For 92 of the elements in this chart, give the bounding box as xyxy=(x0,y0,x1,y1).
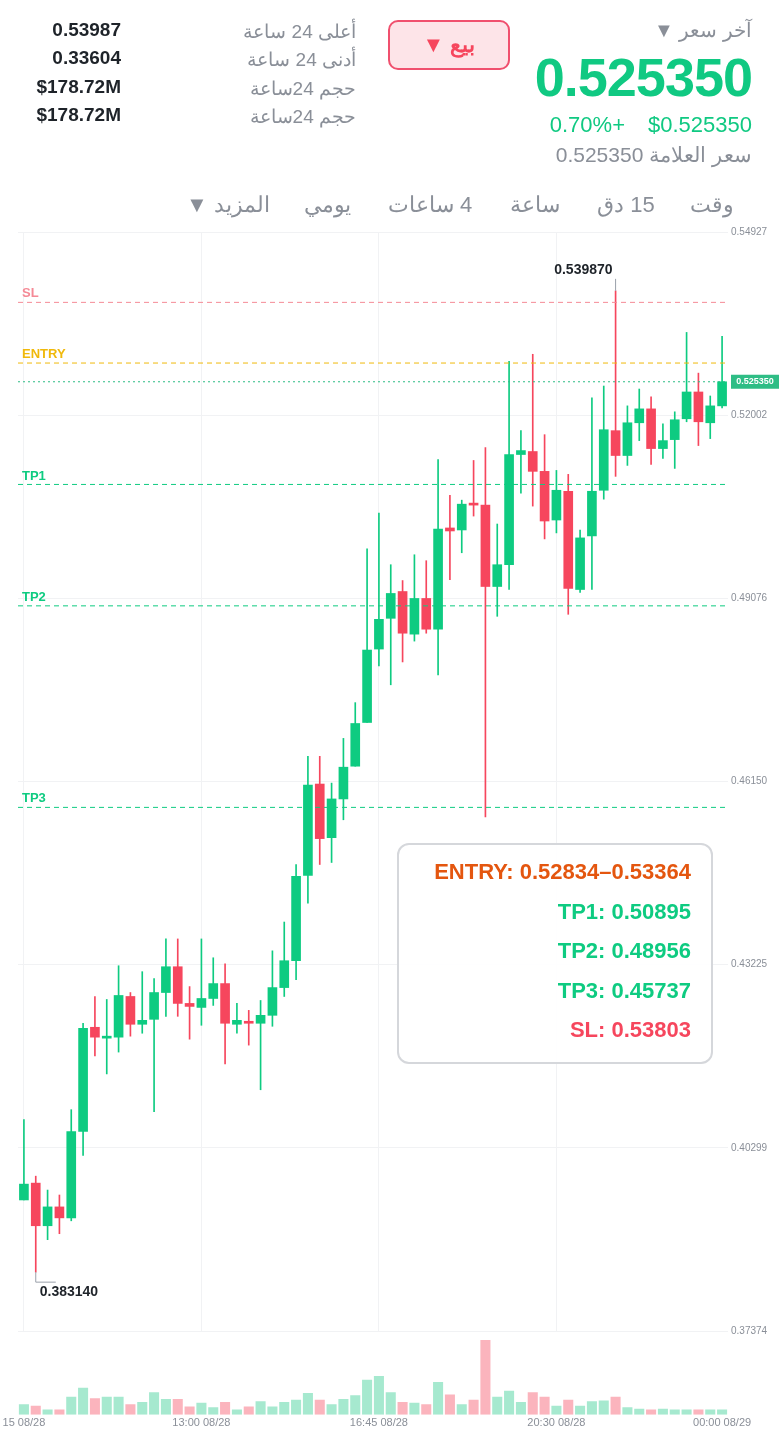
bar xyxy=(586,1401,597,1415)
text: أدنى 24 ساعة xyxy=(247,48,356,71)
text: $178.72M xyxy=(36,76,121,98)
x-tick-label: 15 08/28 xyxy=(2,1416,46,1429)
text: 0.525350 xyxy=(534,46,752,108)
y-tick-label: 0.54927 xyxy=(731,225,768,237)
bar xyxy=(101,1396,112,1415)
candlestick xyxy=(19,1119,29,1201)
candlestick xyxy=(243,1010,254,1046)
annotation: 0.539870 xyxy=(554,260,613,277)
y-tick-label: 0.43225 xyxy=(731,958,768,970)
bar xyxy=(125,1404,136,1415)
bar xyxy=(539,1396,550,1415)
text: 0.53987 xyxy=(52,19,121,41)
bar xyxy=(149,1392,160,1415)
ref-line-label: ENTRY xyxy=(22,346,66,362)
candlestick xyxy=(137,971,148,1034)
bar xyxy=(456,1404,467,1415)
ref-line-label: 0.525350 xyxy=(736,376,774,387)
annotation: TP2: 0.48956 xyxy=(556,938,691,965)
bar xyxy=(172,1399,183,1415)
text: 4 ساعات xyxy=(386,192,474,218)
text: ساعة xyxy=(509,192,561,218)
text: 0.70%+ xyxy=(549,112,625,138)
text: آخر سعر ▼ xyxy=(654,18,752,42)
bar xyxy=(515,1402,526,1415)
bar xyxy=(421,1404,432,1415)
x-tick-label: 20:30 08/28 xyxy=(527,1416,586,1429)
candlestick xyxy=(658,423,668,459)
bar xyxy=(373,1375,384,1415)
bar xyxy=(433,1381,444,1415)
text: أعلى 24 ساعة xyxy=(243,20,356,43)
text: يومي xyxy=(303,192,351,217)
annotation: 0.383140 xyxy=(39,1283,99,1300)
bar xyxy=(350,1395,361,1415)
bar xyxy=(314,1399,325,1415)
ref-line-label: SL xyxy=(22,285,39,301)
y-tick-label: 0.37374 xyxy=(731,1324,768,1336)
bar xyxy=(160,1399,171,1415)
text: $0.525350 xyxy=(648,112,752,138)
y-tick-label: 0.46150 xyxy=(731,775,768,787)
candlestick xyxy=(149,978,159,1112)
y-tick-label: 0.52002 xyxy=(731,408,768,420)
ref-line-label: TP3 xyxy=(22,790,46,806)
bar xyxy=(291,1399,302,1415)
text: حجم 24ساعة xyxy=(249,105,356,128)
bar xyxy=(409,1402,420,1415)
text: سعر العلامة 0.525350 xyxy=(555,143,752,167)
bar xyxy=(362,1379,373,1415)
bar xyxy=(89,1398,100,1415)
annotation: TP3: 0.45737 xyxy=(556,977,691,1005)
bar xyxy=(208,1407,219,1415)
bar xyxy=(220,1402,231,1415)
bar xyxy=(279,1402,290,1415)
y-tick-label: 0.40299 xyxy=(731,1141,768,1153)
bar xyxy=(196,1402,207,1415)
text: 0.33604 xyxy=(52,47,121,69)
bar xyxy=(444,1394,455,1415)
bar xyxy=(397,1402,408,1415)
bar xyxy=(78,1387,89,1415)
candlestick xyxy=(90,996,100,1057)
annotation: SL: 0.53803 xyxy=(568,1017,691,1044)
bar xyxy=(137,1402,148,1415)
bar xyxy=(385,1392,396,1415)
bar xyxy=(610,1396,621,1415)
candlestick xyxy=(101,999,112,1075)
bar xyxy=(113,1396,124,1415)
annotation: ENTRY: 0.52834–0.53364 xyxy=(433,859,691,886)
x-tick-label: 00:00 08/29 xyxy=(693,1416,752,1429)
bar xyxy=(66,1396,77,1415)
text: وقت xyxy=(690,192,734,217)
bar xyxy=(18,1404,29,1415)
candlestick xyxy=(232,1003,242,1034)
annotation: TP1: 0.50895 xyxy=(556,898,691,926)
bar xyxy=(504,1390,515,1415)
candlestick xyxy=(527,353,538,507)
text: $178.72M xyxy=(36,104,121,126)
text: المزيد ▼ xyxy=(185,192,271,218)
text: حجم 24ساعة xyxy=(249,77,356,100)
text: بيع ▼ xyxy=(388,20,510,70)
bar xyxy=(527,1392,538,1415)
bar xyxy=(302,1393,313,1415)
text: 15 دق xyxy=(596,192,656,218)
bar xyxy=(622,1407,633,1415)
y-tick-label: 0.49076 xyxy=(731,592,768,604)
x-tick-label: 16:45 08/28 xyxy=(349,1416,408,1429)
ref-line-label: TP2 xyxy=(22,588,46,604)
bar xyxy=(598,1400,609,1415)
ref-line-label: TP1 xyxy=(22,467,46,483)
x-tick-label: 13:00 08/28 xyxy=(172,1416,231,1429)
bar xyxy=(492,1396,503,1415)
bar xyxy=(563,1399,574,1415)
